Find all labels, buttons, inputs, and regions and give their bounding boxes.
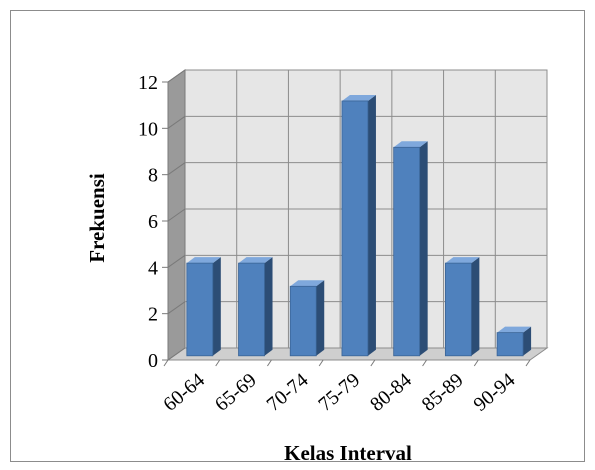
bar-60-64 — [186, 257, 221, 357]
x-tick-label: 75-79 — [314, 369, 364, 416]
y-tick-label: 8 — [148, 165, 158, 187]
bar-80-84 — [393, 141, 428, 357]
side-gridline — [167, 301, 186, 315]
x-tick-label: 65-69 — [211, 369, 261, 416]
x-tick-mark — [370, 359, 376, 367]
bar-side — [471, 257, 480, 356]
x-tick-label: 85-89 — [418, 369, 468, 416]
y-tick-label: 10 — [138, 118, 158, 140]
bar-side — [523, 326, 532, 356]
y-tick-label: 6 — [148, 211, 158, 233]
x-tick-mark — [215, 359, 221, 367]
y-tick-label: 4 — [148, 257, 158, 279]
bar-front — [444, 262, 472, 357]
side-gridline — [167, 254, 186, 268]
bar-front — [289, 285, 317, 357]
bar-top — [497, 326, 532, 333]
bar-side — [264, 257, 273, 356]
y-tick-label: 0 — [148, 350, 158, 372]
side-gridline — [167, 69, 186, 83]
bar-top — [290, 280, 325, 287]
bar-85-89 — [444, 257, 480, 357]
x-tick-mark — [318, 359, 324, 367]
bar-side — [316, 280, 325, 356]
bar-top — [445, 257, 480, 264]
x-axis-ticks: 60-64 65-69 70-74 75-79 80-84 85-89 90-94 — [159, 369, 519, 416]
side-gridline — [167, 162, 186, 176]
bar-front — [238, 262, 265, 357]
y-tick-label: 12 — [138, 72, 158, 94]
bar-65-69 — [238, 257, 273, 357]
bar-front — [496, 332, 524, 357]
bar-side — [419, 141, 428, 356]
side-gridline — [167, 115, 186, 129]
bar-90-94 — [496, 326, 532, 357]
bar-side — [367, 94, 376, 356]
bar-side — [212, 257, 221, 356]
x-tick-mark — [422, 359, 427, 367]
x-axis-title: Kelas Interval — [284, 441, 412, 465]
bar-top — [186, 257, 221, 264]
bar-top — [238, 257, 273, 264]
bar-front — [393, 146, 421, 357]
x-tick-mark — [525, 359, 531, 367]
side-gridline — [167, 208, 186, 222]
bar-75-79 — [341, 94, 376, 357]
x-tick-label: 80-84 — [366, 369, 416, 416]
bar-70-74 — [289, 280, 325, 357]
y-tick-label: 2 — [148, 304, 158, 326]
y-axis-title: Frekuensi — [85, 173, 109, 263]
bar-top — [341, 94, 376, 101]
x-tick-mark — [267, 359, 272, 367]
bar-top — [393, 141, 428, 148]
chart-bars — [186, 94, 532, 357]
bar-front — [186, 262, 214, 357]
y-axis-ticks: 0 2 4 6 8 10 12 — [138, 72, 158, 372]
x-tick-mark — [163, 359, 169, 367]
bar-front — [341, 100, 369, 357]
x-tick-mark — [473, 359, 479, 367]
x-tick-label: 60-64 — [159, 369, 209, 416]
x-tick-label: 90-94 — [469, 369, 519, 416]
x-tick-label: 70-74 — [263, 369, 313, 416]
side-gridline — [167, 347, 186, 361]
